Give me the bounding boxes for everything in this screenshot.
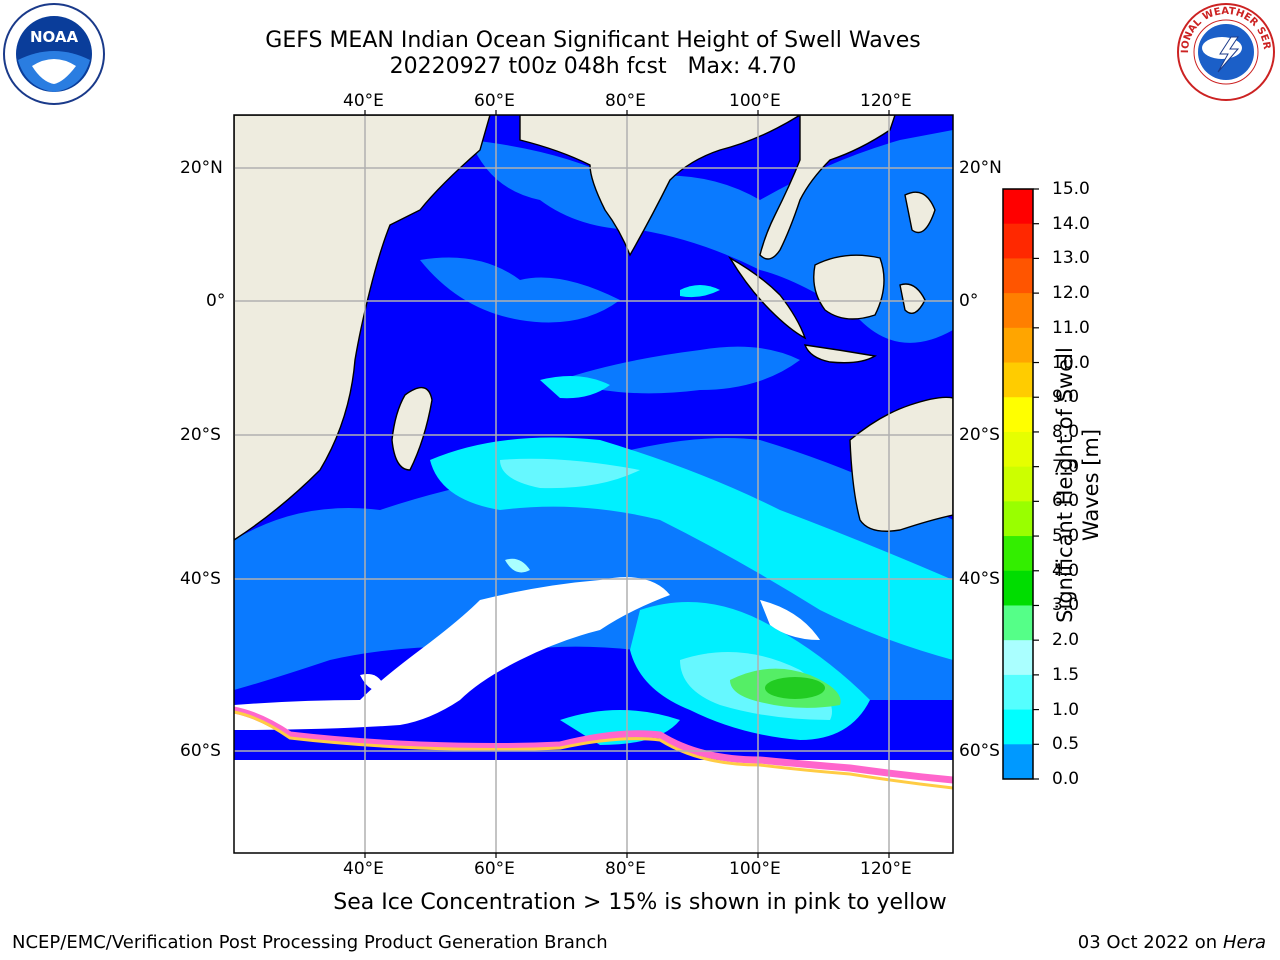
colorbar-segment — [1003, 223, 1033, 259]
colorbar-tick-label: 5.0 — [1052, 526, 1080, 547]
colorbar-segment — [1003, 536, 1033, 572]
colorbar-segment — [1003, 189, 1033, 225]
colorbar-label: Significant Height of Swell Waves [m] — [1053, 347, 1103, 623]
colorbar-segment — [1003, 570, 1033, 606]
colorbar-tick-label: 3.0 — [1052, 595, 1080, 616]
lon-label-top-40e: 40°E — [343, 91, 384, 111]
lat-label-right-20s: 20°S — [959, 425, 1000, 445]
footer-branch: NCEP/EMC/Verification Post Processing Pr… — [12, 932, 608, 953]
colorbar-tick-label: 8.0 — [1052, 421, 1080, 442]
colorbar-tick-label: 0.5 — [1052, 734, 1080, 755]
lon-label-top-120e: 120°E — [860, 91, 912, 111]
colorbar — [1003, 188, 1039, 780]
noaa-logo: NOAA — [2, 2, 106, 106]
colorbar-segment — [1003, 744, 1033, 780]
lon-label-bottom-120e: 120°E — [860, 859, 912, 879]
lat-label-left-40s: 40°S — [180, 569, 221, 589]
graticule — [234, 115, 953, 853]
colorbar-segment — [1003, 640, 1033, 676]
lon-label-top-80e: 80°E — [605, 91, 646, 111]
lat-label-left-0: 0° — [206, 291, 226, 311]
colorbar-segment — [1003, 397, 1033, 433]
colorbar-segment — [1003, 466, 1033, 502]
sea-ice-edge — [234, 706, 953, 784]
colorbar-segment — [1003, 362, 1033, 398]
nws-logo: NATIONAL WEATHER SERVICE — [1172, 0, 1276, 102]
lat-label-right-60s: 60°S — [959, 741, 1000, 761]
lat-label-left-20s: 20°S — [180, 425, 221, 445]
lon-label-bottom-40e: 40°E — [343, 859, 384, 879]
map-subtitle: 20220927 t00z 048h fcst Max: 4.70 — [389, 54, 797, 79]
colorbar-frame — [1002, 188, 1034, 780]
colorbar-segment — [1003, 327, 1033, 364]
colorbar-tick-label: 10.0 — [1052, 352, 1090, 373]
footer-machine: Hera — [1222, 932, 1266, 953]
lat-label-left-60s: 60°S — [180, 741, 221, 761]
colorbar-tick-label: 15.0 — [1052, 179, 1090, 199]
colorbar-segment — [1003, 293, 1033, 329]
lat-label-right-20n: 20°N — [959, 158, 1002, 178]
lon-label-top-60e: 60°E — [474, 91, 515, 111]
lat-label-right-0: 0° — [959, 291, 979, 311]
noaa-logo-text: NOAA — [30, 28, 79, 46]
colorbar-tick-label: 11.0 — [1052, 317, 1090, 338]
colorbar-tick-label: 2.0 — [1052, 630, 1080, 651]
swell-band-cyan — [430, 437, 953, 660]
sea-ice-note: Sea Ice Concentration > 15% is shown in … — [333, 890, 947, 915]
colorbar-segment — [1003, 501, 1033, 537]
map-frame — [233, 114, 954, 854]
lon-label-top-100e: 100°E — [729, 91, 781, 111]
colorbar-tick-label: 7.0 — [1052, 456, 1080, 477]
colorbar-segment — [1003, 431, 1033, 468]
lon-label-bottom-60e: 60°E — [474, 859, 515, 879]
lat-label-left-20n: 20°N — [180, 158, 223, 178]
colorbar-tick-label: 4.0 — [1052, 560, 1080, 581]
colorbar-tick-label: 1.0 — [1052, 699, 1080, 720]
colorbar-segment — [1003, 605, 1033, 641]
colorbar-tick-label: 14.0 — [1052, 213, 1090, 234]
lon-label-bottom-100e: 100°E — [729, 859, 781, 879]
colorbar-tick-label: 9.0 — [1052, 387, 1080, 408]
colorbar-tick-label: 6.0 — [1052, 491, 1080, 512]
footer-date-text: 03 Oct 2022 on — [1077, 932, 1223, 953]
map-title: GEFS MEAN Indian Ocean Significant Heigh… — [265, 28, 921, 53]
footer-date: 03 Oct 2022 on Hera — [1078, 932, 1266, 953]
colorbar-tick-label: 13.0 — [1052, 248, 1090, 269]
lat-label-right-40s: 40°S — [959, 569, 1000, 589]
colorbar-tick-label: 12.0 — [1052, 283, 1090, 304]
colorbar-tick-label: 0.0 — [1052, 769, 1080, 789]
colorbar-segment — [1003, 674, 1033, 711]
colorbar-segment — [1003, 709, 1033, 745]
lon-label-bottom-80e: 80°E — [605, 859, 646, 879]
colorbar-tick-label: 1.5 — [1052, 664, 1080, 685]
colorbar-segment — [1003, 258, 1033, 294]
sea-ice-mask — [234, 558, 953, 853]
